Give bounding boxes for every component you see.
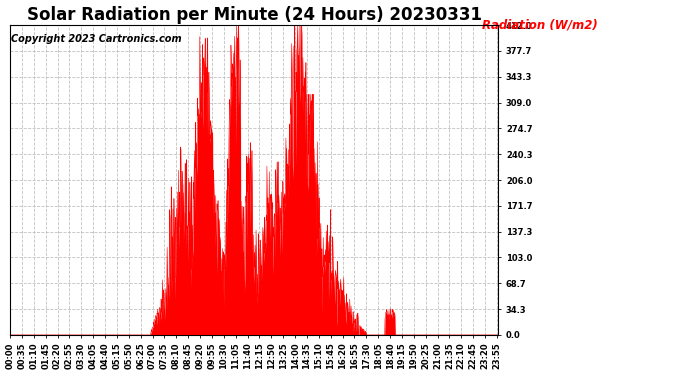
Y-axis label: Radiation (W/m2): Radiation (W/m2)	[482, 19, 598, 32]
Text: Copyright 2023 Cartronics.com: Copyright 2023 Cartronics.com	[11, 34, 181, 44]
Title: Solar Radiation per Minute (24 Hours) 20230331: Solar Radiation per Minute (24 Hours) 20…	[27, 6, 482, 24]
